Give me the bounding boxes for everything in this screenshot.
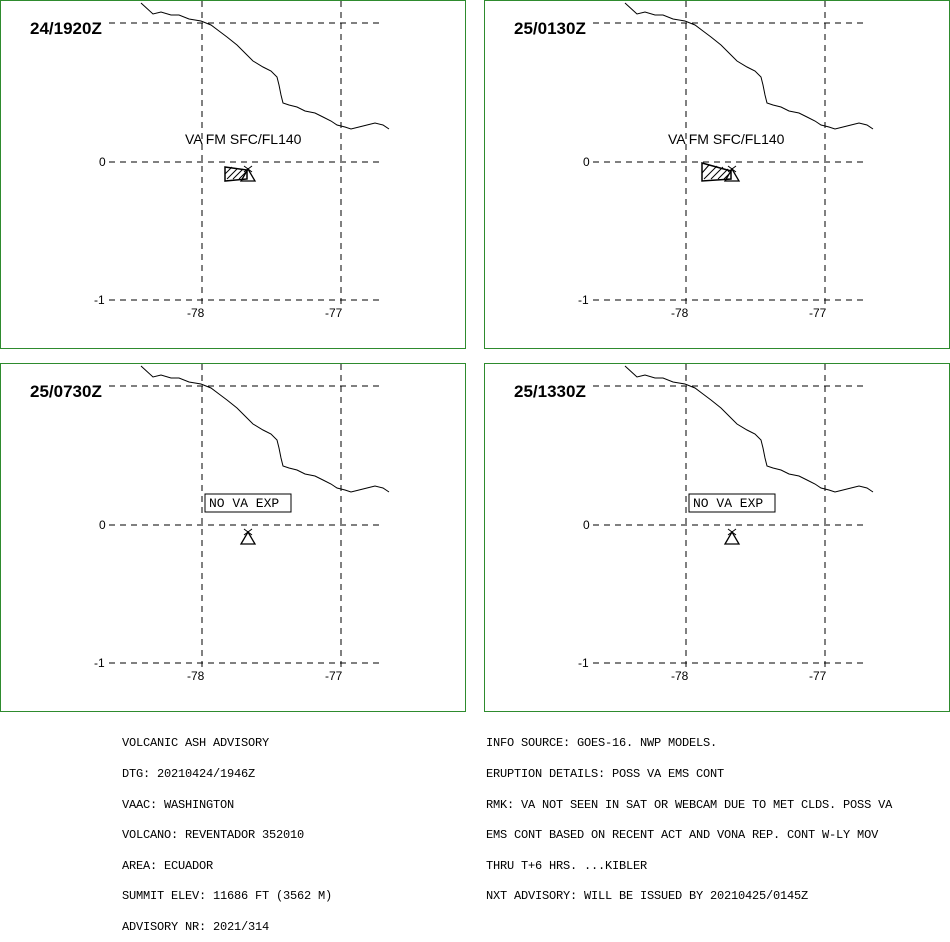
advisory-line: ERUPTION DETAILS: POSS VA EMS CONT: [486, 767, 725, 781]
advisory-line: VOLCANIC ASH ADVISORY: [122, 736, 270, 751]
lon-tick-label: -77: [809, 669, 827, 683]
advisory-line: RMK: VA NOT SEEN IN SAT OR WEBCAM DUE TO…: [486, 797, 893, 812]
lat-tick-label: 0: [99, 518, 106, 532]
lon-tick-label: -78: [671, 306, 689, 320]
graticule: [109, 1, 383, 304]
map-panel-1: 24/1920Z 0 -1 -78 -77 VA FM SFC/FL140: [0, 0, 466, 349]
advisory-right: INFO SOURCE: GOES-16. NWP MODELS. ERUPTI…: [486, 718, 892, 912]
lon-tick-label: -77: [325, 306, 343, 320]
coastline: [140, 2, 390, 130]
panel-time-label: 25/0130Z: [514, 19, 586, 38]
graticule: [109, 364, 383, 667]
map-canvas: 0 -1 -78 -77 VA FM SFC/FL140: [94, 1, 390, 320]
advisory-line: NXT ADVISORY: WILL BE ISSUED BY 20210425…: [486, 889, 809, 904]
volcano-icon: [723, 165, 741, 182]
advisory-line: VOLCANO: REVENTADOR 352010: [122, 828, 305, 843]
lat-tick-label: 0: [583, 155, 590, 169]
coastline: [624, 365, 874, 493]
volcano-icon: [723, 528, 741, 545]
lon-tick-label: -78: [187, 306, 205, 320]
lat-tick-label: -1: [578, 656, 589, 670]
advisory-line: EMS CONT BASED ON RECENT ACT AND VONA RE…: [486, 828, 879, 843]
advisory-line: ADVISORY NR: 2021/314: [122, 919, 270, 934]
lon-tick-label: -77: [325, 669, 343, 683]
advisory-line: VAAC: WASHINGTON: [122, 797, 235, 812]
volcano-icon: [239, 528, 257, 545]
advisory-line: AREA: ECUADOR: [122, 858, 214, 873]
lat-tick-label: -1: [94, 656, 105, 670]
graticule: [593, 1, 867, 304]
no-va-label: NO VA EXP: [693, 496, 763, 511]
map-panel-3: 25/0730Z 0 -1 -78 -77 NO VA EXP: [0, 363, 466, 712]
panel-time-label: 24/1920Z: [30, 19, 102, 38]
map-canvas: 0 -1 -78 -77 NO VA EXP: [94, 364, 390, 683]
volcano-icon: [239, 165, 257, 182]
lat-tick-label: -1: [578, 293, 589, 307]
coastline: [624, 2, 874, 130]
advisory-line: DTG: 20210424/1946Z: [122, 767, 256, 781]
advisory-line: THRU T+6 HRS. ...KIBLER: [486, 858, 648, 873]
lat-tick-label: 0: [99, 155, 106, 169]
va-height-label: VA FM SFC/FL140: [185, 131, 302, 147]
advisory-line: INFO SOURCE: GOES-16. NWP MODELS.: [486, 736, 718, 751]
map-canvas: 0 -1 -78 -77 NO VA EXP: [578, 364, 874, 683]
advisory-line: SUMMIT ELEV: 11686 FT (3562 M): [122, 889, 333, 904]
no-va-box: [688, 493, 776, 513]
map-panel-4: 25/1330Z 0 -1 -78 -77 NO VA EXP: [484, 363, 950, 712]
map-canvas: 0 -1 -78 -77 VA FM SFC/FL140: [578, 1, 874, 320]
ash-area: [701, 162, 732, 182]
lon-tick-label: -78: [671, 669, 689, 683]
ash-area: [224, 166, 248, 182]
graticule: [593, 364, 867, 667]
panel-time-label: 25/1330Z: [514, 382, 586, 401]
no-va-box: [204, 493, 292, 513]
no-va-label: NO VA EXP: [209, 496, 279, 511]
coastline: [140, 365, 390, 493]
lon-tick-label: -78: [187, 669, 205, 683]
advisory-left: VOLCANIC ASH ADVISORY DTG: 20210424/1946…: [122, 718, 332, 942]
lat-tick-label: -1: [94, 293, 105, 307]
va-height-label: VA FM SFC/FL140: [668, 131, 785, 147]
lat-tick-label: 0: [583, 518, 590, 532]
lon-tick-label: -77: [809, 306, 827, 320]
panel-time-label: 25/0730Z: [30, 382, 102, 401]
map-panel-2: 25/0130Z 0 -1 -78 -77 VA FM SFC/FL140: [484, 0, 950, 349]
